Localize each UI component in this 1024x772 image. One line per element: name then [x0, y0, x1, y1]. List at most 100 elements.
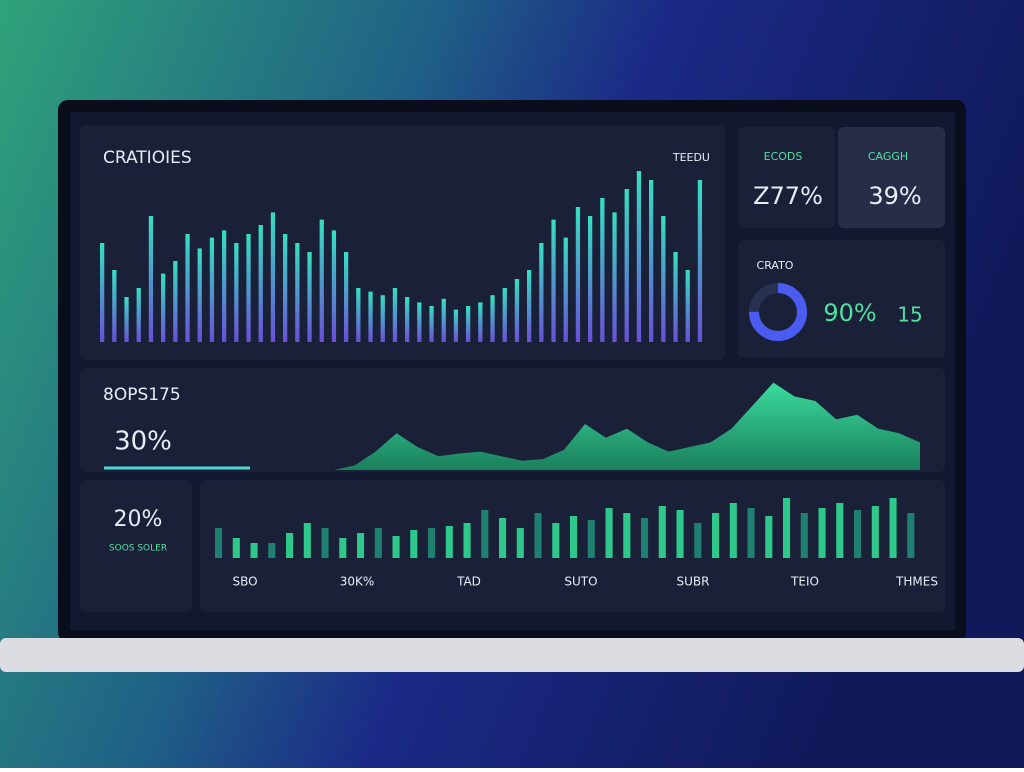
bar: [466, 306, 471, 342]
card-extra: 15: [897, 303, 922, 327]
bar: [661, 216, 666, 342]
card-label: ECODS: [764, 150, 803, 163]
title: CRATIOIES: [103, 148, 192, 168]
axis-label: SUTO: [564, 575, 597, 589]
bar: [685, 270, 690, 342]
bar: [588, 216, 593, 342]
bar: [800, 513, 808, 558]
bar: [368, 291, 373, 342]
bar: [502, 288, 507, 342]
bar: [783, 498, 791, 558]
bar: [321, 528, 329, 558]
bar: [344, 252, 349, 342]
axis-label: SUBR: [677, 575, 710, 589]
bar: [392, 536, 400, 558]
bar: [539, 243, 544, 342]
bar: [136, 288, 141, 342]
axis-label: THMES: [895, 575, 938, 589]
axis-label: SBO: [232, 575, 257, 589]
bar: [575, 207, 581, 342]
bar: [209, 237, 215, 342]
bar: [570, 516, 578, 558]
bar: [392, 288, 398, 342]
bar: [234, 243, 239, 342]
bar: [623, 513, 631, 558]
bar: [712, 513, 720, 558]
bar: [303, 523, 311, 558]
bar: [889, 498, 897, 558]
bar: [605, 508, 613, 558]
bar: [185, 234, 190, 342]
card-value: 20%: [114, 507, 163, 532]
tag: TEEDU: [672, 151, 710, 164]
bar: [250, 543, 258, 558]
bar: [453, 309, 459, 342]
card: [738, 127, 835, 228]
bar: [222, 230, 227, 342]
bar: [161, 273, 166, 342]
bar: [417, 302, 422, 342]
bar: [283, 234, 288, 342]
bar: [600, 198, 605, 342]
bar: [232, 538, 240, 558]
bar: [410, 530, 418, 558]
bar: [563, 237, 568, 342]
bar: [148, 216, 154, 342]
bar: [907, 513, 915, 558]
bar: [286, 533, 294, 558]
bar: [836, 503, 844, 558]
bar: [534, 513, 542, 558]
bar: [818, 508, 826, 558]
bar: [215, 528, 223, 558]
axis-label: TAD: [456, 575, 481, 589]
donut: [749, 283, 807, 341]
axis-label: 30K%: [340, 575, 375, 589]
card-label: CAGGH: [868, 150, 908, 163]
bar: [636, 171, 642, 342]
card-value: 90%: [823, 299, 876, 327]
bar: [552, 523, 560, 558]
panel-value: 30%: [114, 427, 172, 457]
bar: [270, 212, 276, 342]
bar: [429, 306, 434, 342]
bar: [551, 219, 556, 342]
card-label: CRATO: [757, 259, 794, 272]
bar: [624, 189, 629, 342]
bar: [641, 518, 649, 558]
bar: [649, 180, 654, 342]
bar: [331, 230, 337, 342]
bar: [374, 528, 382, 558]
bar: [490, 295, 495, 342]
bar: [527, 270, 532, 342]
bar: [481, 510, 489, 558]
bar: [697, 180, 703, 342]
panel-title: 8OPS175: [103, 385, 181, 405]
bar: [676, 510, 684, 558]
bar: [854, 510, 862, 558]
bar: [478, 302, 483, 342]
bar: [295, 243, 300, 342]
bar: [319, 219, 324, 342]
bar: [612, 212, 617, 342]
bar: [100, 243, 105, 342]
bar: [197, 248, 202, 342]
bar: [729, 503, 737, 558]
card-value: 39%: [868, 182, 921, 210]
bar: [258, 225, 263, 342]
card: [80, 480, 192, 612]
bar: [380, 295, 385, 342]
bar: [694, 523, 702, 558]
bar: [405, 297, 410, 342]
bar: [658, 506, 666, 558]
bar: [445, 526, 453, 558]
card-value: Z77%: [753, 182, 823, 210]
bar: [124, 297, 129, 342]
card: [838, 127, 945, 228]
bar: [268, 543, 276, 558]
bar: [499, 518, 507, 558]
axis-label: TEIO: [790, 575, 819, 589]
bar: [112, 270, 117, 342]
bar: [307, 252, 312, 342]
bar: [463, 523, 471, 558]
